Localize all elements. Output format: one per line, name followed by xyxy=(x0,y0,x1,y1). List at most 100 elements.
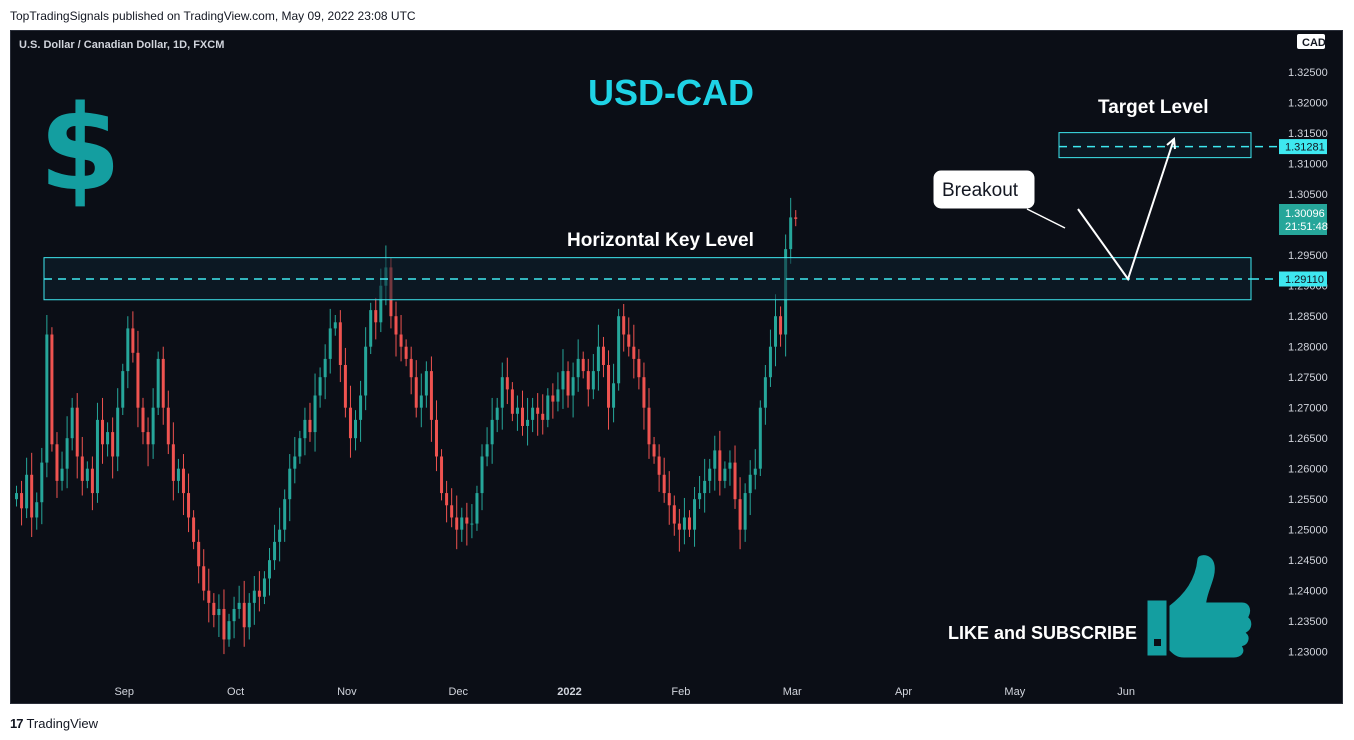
cta-label: LIKE and SUBSCRIBE xyxy=(948,623,1137,643)
time-tick-label: 2022 xyxy=(557,686,581,698)
price-tick-label: 1.27000 xyxy=(1288,403,1328,415)
projection-arrow-path xyxy=(1077,138,1175,282)
candle-body xyxy=(338,322,342,365)
price-tick-label: 1.24000 xyxy=(1288,586,1328,598)
candle-body xyxy=(591,371,595,390)
candle-body xyxy=(657,456,661,475)
candle-body xyxy=(30,474,34,518)
candle-body xyxy=(278,529,282,542)
candle-body xyxy=(642,377,646,408)
candle-body xyxy=(283,499,287,530)
candle-body xyxy=(161,358,165,408)
breakout-callout-pointer xyxy=(1026,208,1066,229)
candle-body xyxy=(40,462,44,503)
target-price-value: 1.31281 xyxy=(1285,142,1325,154)
candle-body xyxy=(556,389,560,402)
candle-body xyxy=(627,334,631,347)
candle-body xyxy=(455,517,459,530)
candle-body xyxy=(404,346,408,359)
candle-body xyxy=(738,499,742,530)
candle-body xyxy=(748,474,752,494)
candle-body xyxy=(101,419,105,445)
candle-body xyxy=(262,578,266,597)
candle-body xyxy=(111,432,115,457)
candle-body xyxy=(682,517,686,530)
candle-body xyxy=(728,462,732,469)
candle-body xyxy=(526,419,530,426)
tradingview-brand[interactable]: 17 TradingView xyxy=(10,714,98,732)
candle-body xyxy=(323,358,327,378)
candle-body xyxy=(576,358,580,378)
candle-body xyxy=(35,502,39,518)
candle-body xyxy=(399,334,403,347)
candle-body xyxy=(632,346,636,359)
candle-body xyxy=(65,438,69,469)
candle-body xyxy=(495,407,499,420)
candle-body xyxy=(566,371,570,396)
candle-body xyxy=(354,419,358,439)
candle-body xyxy=(70,407,74,439)
price-tick-label: 1.28000 xyxy=(1288,342,1328,354)
candle-body xyxy=(693,499,697,530)
time-tick-label: Apr xyxy=(895,686,912,698)
candle-body xyxy=(136,352,140,408)
key-price-value: 1.29110 xyxy=(1285,274,1324,286)
candle-body xyxy=(434,419,438,457)
candle-body xyxy=(419,395,423,408)
candle-body xyxy=(687,517,691,530)
candle-body xyxy=(414,377,418,408)
target-level-zone xyxy=(1058,132,1252,159)
candle-body xyxy=(207,590,211,603)
candle-body xyxy=(531,407,535,420)
candle-body xyxy=(379,285,383,323)
candle-body xyxy=(15,493,18,500)
candle-body xyxy=(460,517,464,530)
candle-body xyxy=(227,621,231,640)
candle-body xyxy=(480,456,484,494)
time-tick-label: Sep xyxy=(114,686,134,698)
candle-body xyxy=(753,468,757,475)
candle-body xyxy=(25,474,29,509)
candle-body xyxy=(607,365,611,408)
target-price-badge xyxy=(1279,139,1327,155)
candle-body xyxy=(672,505,676,524)
candle-body xyxy=(202,566,206,591)
candle-body xyxy=(774,316,777,347)
price-tick-label: 1.26500 xyxy=(1288,433,1328,445)
candle-body xyxy=(505,377,509,390)
candle-body xyxy=(90,468,94,494)
time-tick-label: Mar xyxy=(783,686,802,698)
currency-label: CAD xyxy=(1302,37,1326,49)
candle-body xyxy=(612,383,616,408)
candle-body xyxy=(561,371,565,390)
candle-body xyxy=(222,608,226,640)
candle-body xyxy=(166,407,170,445)
target-level-label: Target Level xyxy=(1098,97,1209,118)
candle-body xyxy=(176,468,180,481)
candle-body xyxy=(652,444,656,457)
chart-frame[interactable]: Horizontal Key Level Target Level Breako… xyxy=(10,30,1343,704)
candle-body xyxy=(60,468,64,481)
candle-body xyxy=(85,468,89,481)
countdown-value: 21:51:48 xyxy=(1285,221,1328,233)
last-price-badge xyxy=(1279,204,1327,235)
candle-body xyxy=(151,407,155,445)
candle-body xyxy=(374,310,378,323)
candle-body xyxy=(348,407,352,439)
price-chart[interactable]: Horizontal Key Level Target Level Breako… xyxy=(11,31,1344,705)
price-axis: 1.32500 1.32000 1.31500 1.31000 1.30500 1.300… xyxy=(1288,67,1328,658)
candle-body xyxy=(470,523,474,525)
candle-body xyxy=(308,419,312,433)
candle-body xyxy=(247,602,251,628)
candle-body xyxy=(146,432,150,445)
candle-body xyxy=(75,407,79,457)
time-tick-label: Jun xyxy=(1117,686,1135,698)
candle-body xyxy=(333,322,337,329)
candle-body xyxy=(181,468,185,494)
candle-body xyxy=(596,346,600,372)
candle-body xyxy=(647,407,651,445)
candle-body xyxy=(80,456,84,481)
candle-body xyxy=(768,346,772,378)
candle-body xyxy=(515,407,519,414)
time-tick-label: Dec xyxy=(448,686,468,698)
